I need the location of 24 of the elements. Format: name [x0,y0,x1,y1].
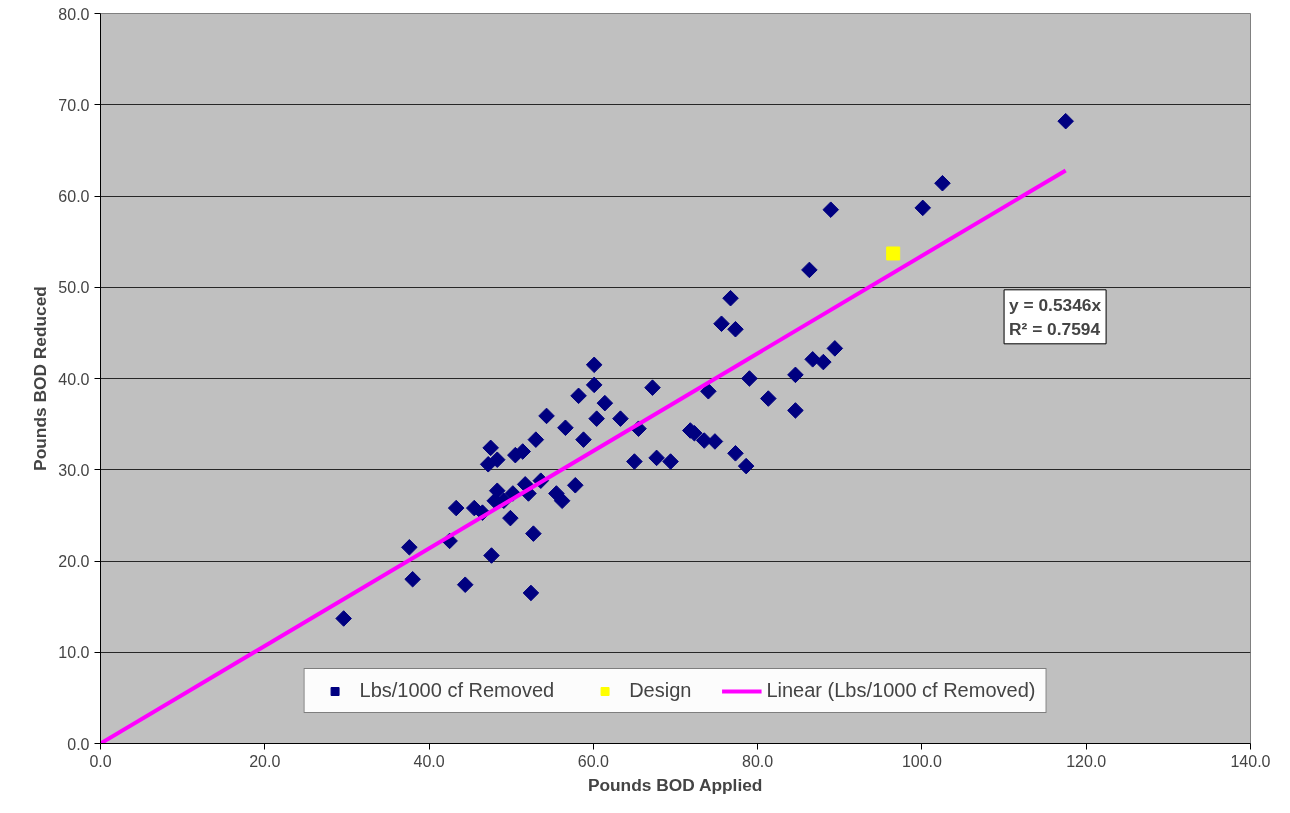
legend-label: Design [629,679,692,702]
x-tick-label: 100.0 [901,752,943,770]
annotation: R² = 0.7594 [1009,318,1101,339]
legend-label: Linear (Lbs/1000 cf Removed) [766,679,1036,702]
y-tick-label: 70.0 [58,96,90,114]
y-tick-label: 10.0 [58,644,90,662]
y-tick-label: 40.0 [58,370,90,388]
x-tick-label: 140.0 [1230,752,1271,770]
x-tick-label: 40.0 [413,752,445,770]
x-tick-label: 20.0 [249,752,281,770]
legend-label: Lbs/1000 cf Removed [359,679,555,702]
y-tick-label: 80.0 [58,5,90,23]
y-tick-label: 30.0 [58,461,90,479]
y-tick-label: 50.0 [58,279,90,297]
y-tick-label: 60.0 [58,188,90,205]
x-tick-label: 120.0 [1066,752,1107,770]
annotation: y = 0.5346x [1009,294,1102,315]
x-tick-label: 60.0 [577,752,610,770]
y-axis-title: Pounds BOD Reduced [30,286,51,471]
x-axis-title: Pounds BOD Applied [587,774,763,795]
x-tick-label: 0.0 [89,752,112,770]
y-tick-label: 20.0 [58,553,90,570]
x-tick-label: 80.0 [742,752,774,770]
y-tick-label: 0.0 [67,735,90,753]
